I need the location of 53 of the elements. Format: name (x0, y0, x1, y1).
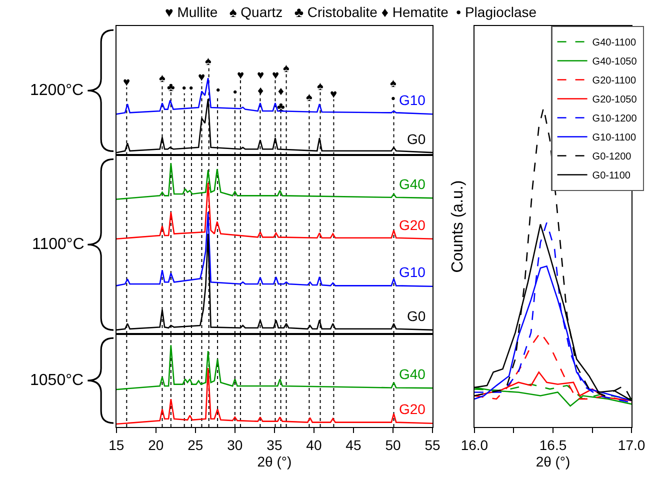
ref-line-label: • (233, 85, 238, 99)
ref-line-label: ♦ ♣ (277, 84, 285, 114)
x-tick-label: 45 (346, 436, 362, 453)
legend-label: G0-1100 (592, 170, 631, 182)
ref-line-label: ♥ (272, 68, 280, 82)
series-label: G20 (399, 401, 426, 417)
legend-label: G40-1050 (592, 56, 638, 68)
ref-line-label: ♥ ♦ (257, 68, 264, 98)
ref-line-label: • (189, 81, 194, 95)
ref-line-label: ♠ (159, 71, 166, 85)
x-tick-label: 50 (385, 436, 401, 453)
x-axis-title: 2θ (°) (536, 453, 570, 470)
x-tick-label: 25 (188, 436, 204, 453)
x-tick-label: 20 (148, 436, 164, 453)
ref-line-label: ♠ (205, 54, 212, 68)
legend-label: G10-1200 (592, 114, 638, 125)
series-label: G20 (399, 217, 426, 233)
text: 1200°C (30, 82, 84, 99)
x-axis-title: 2θ (°) (257, 453, 292, 470)
ref-line-label: ♠ (283, 61, 290, 75)
ref-line-label: ♠ (306, 90, 313, 104)
legend-label: G10-1100 (592, 132, 636, 144)
legend-label: G0-1200 (592, 152, 632, 163)
ref-line-label: • (182, 81, 186, 95)
x-tick-label: 35 (266, 436, 282, 453)
series-label: G0 (407, 308, 426, 324)
ref-line-label: ♥ (237, 68, 244, 82)
ref-line-label: • (216, 83, 220, 97)
x-tick-label: 55 (424, 436, 440, 453)
series-label: G40 (399, 176, 426, 192)
legend-label: G20-1050 (592, 94, 638, 106)
series-label: G10 (399, 264, 426, 280)
x-tick-label: 40 (306, 436, 322, 453)
series-label: G10 (399, 92, 426, 108)
ref-line-label: ♠ (317, 79, 324, 93)
x-tick-label: 16.0 (460, 436, 488, 453)
ref-line-label: ♥ (123, 75, 130, 89)
ref-line-label: ♠ • (390, 76, 397, 106)
ref-line-label: ♥ (198, 70, 206, 84)
x-tick-label: 15 (108, 436, 124, 453)
legend-label: G20-1100 (592, 76, 636, 87)
series-label: G40 (399, 366, 426, 382)
y-axis-title: Counts (a.u.) (449, 180, 466, 273)
series-label: G0 (407, 131, 426, 147)
x-tick-label: 16.5 (539, 436, 567, 453)
x-tick-label: 30 (227, 436, 243, 453)
text: 1050°C (30, 372, 84, 389)
legend-label: G40-1100 (592, 38, 636, 49)
x-tick-label: 17.0 (618, 436, 646, 453)
text: ♥ Mullite ♠ Quartz ♣ Cristobalite ♦ Hematite • Plagioclase (165, 4, 537, 20)
ref-line-label: ♣ (167, 80, 175, 94)
ref-line-label: ♥ (330, 87, 338, 101)
text: 1100°C (32, 236, 84, 253)
